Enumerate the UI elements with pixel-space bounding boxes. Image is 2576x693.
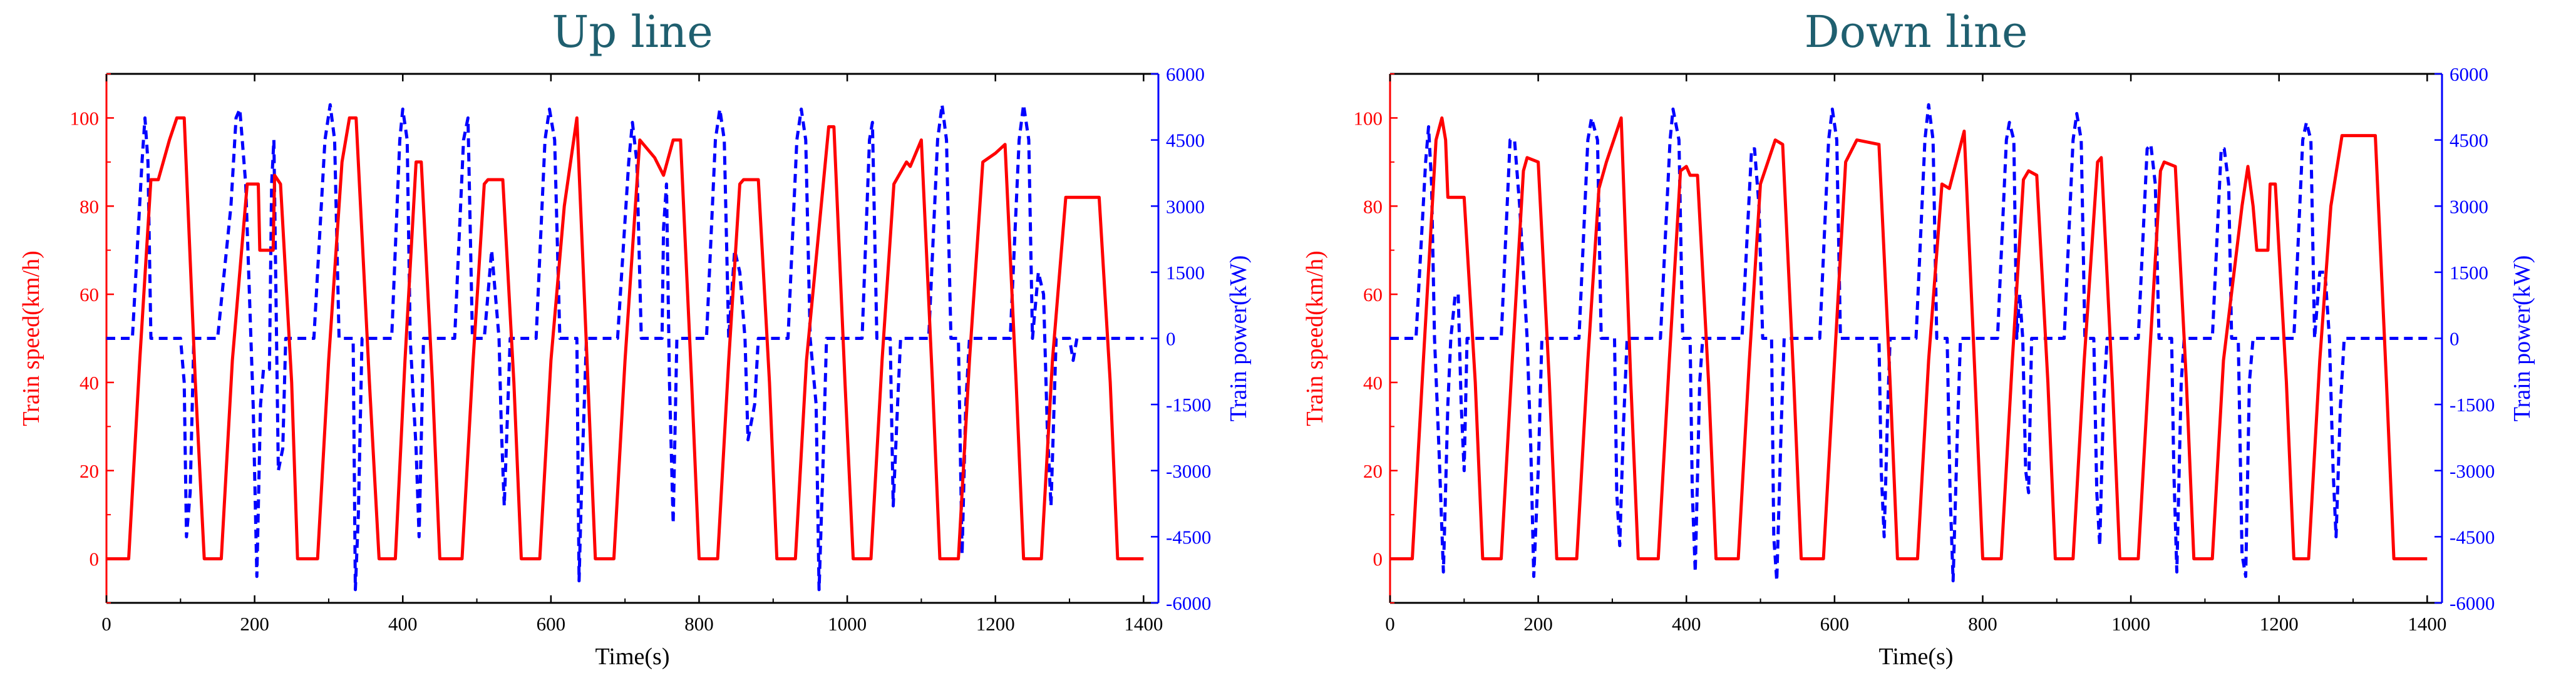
y-right-tick-label: -6000 xyxy=(1166,592,1211,614)
y-right-axis-label: Train power(kW) xyxy=(2509,255,2535,422)
power-series-line xyxy=(1390,103,2428,583)
speed-series-line xyxy=(106,116,1144,561)
y-left-tick-label: 20 xyxy=(1363,460,1383,482)
x-tick-label: 0 xyxy=(101,613,111,635)
chart-title: Up line xyxy=(552,6,713,58)
y-right-tick-label: -1500 xyxy=(1166,394,1211,416)
y-right-tick-label: 0 xyxy=(1166,328,1176,350)
y-right-tick-label: 1500 xyxy=(2450,262,2488,284)
chart-title: Down line xyxy=(1805,6,2028,58)
y-right-tick-label: 1500 xyxy=(1166,262,1205,284)
y-right-tick-label: -3000 xyxy=(2450,460,2495,482)
x-tick-label: 1200 xyxy=(976,613,1015,635)
x-axis-label: Time(s) xyxy=(595,644,670,670)
y-left-axis-label: Train speed(km/h) xyxy=(1302,250,1328,426)
x-tick-label: 600 xyxy=(537,613,566,635)
speed-series-line xyxy=(1390,116,2428,561)
y-right-tick-label: -3000 xyxy=(1166,460,1211,482)
y-right-tick-label: 6000 xyxy=(1166,63,1205,85)
x-tick-label: 1000 xyxy=(2111,613,2150,635)
y-left-tick-label: 0 xyxy=(1373,548,1383,570)
y-left-tick-label: 60 xyxy=(80,284,99,305)
y-right-tick-label: -6000 xyxy=(2450,592,2495,614)
y-left-tick-label: 60 xyxy=(1363,284,1383,305)
x-tick-label: 800 xyxy=(684,613,714,635)
x-tick-label: 0 xyxy=(1385,613,1395,635)
x-tick-label: 200 xyxy=(240,613,269,635)
y-left-tick-label: 40 xyxy=(1363,372,1383,394)
x-axis-label: Time(s) xyxy=(1879,644,1954,670)
y-left-tick-label: 0 xyxy=(90,548,100,570)
y-left-tick-label: 80 xyxy=(1363,195,1383,217)
y-left-tick-label: 100 xyxy=(1354,107,1383,129)
y-right-tick-label: -4500 xyxy=(1166,526,1211,548)
y-left-axis-label: Train speed(km/h) xyxy=(18,250,44,426)
x-tick-label: 400 xyxy=(388,613,418,635)
y-left-tick-label: 100 xyxy=(70,107,100,129)
x-tick-label: 1400 xyxy=(2408,613,2446,635)
y-right-tick-label: -1500 xyxy=(2450,394,2495,416)
x-tick-label: 1200 xyxy=(2260,613,2299,635)
y-left-tick-label: 80 xyxy=(80,195,99,217)
x-tick-label: 200 xyxy=(1523,613,1553,635)
y-left-tick-label: 20 xyxy=(80,460,99,482)
y-right-tick-label: 0 xyxy=(2450,328,2460,350)
y-right-tick-label: 3000 xyxy=(1166,195,1205,217)
y-right-tick-label: 4500 xyxy=(2450,130,2488,151)
y-right-tick-label: 6000 xyxy=(2450,63,2488,85)
x-tick-label: 400 xyxy=(1672,613,1701,635)
y-right-tick-label: 3000 xyxy=(2450,195,2488,217)
y-right-tick-label: -4500 xyxy=(2450,526,2495,548)
y-left-tick-label: 40 xyxy=(80,372,99,394)
x-tick-label: 600 xyxy=(1820,613,1850,635)
y-right-axis-label: Train power(kW) xyxy=(1225,255,1252,422)
y-right-tick-label: 4500 xyxy=(1166,130,1205,151)
x-tick-label: 800 xyxy=(1968,613,1997,635)
x-tick-label: 1000 xyxy=(828,613,867,635)
power-series-line xyxy=(106,103,1144,592)
x-tick-label: 1400 xyxy=(1124,613,1163,635)
